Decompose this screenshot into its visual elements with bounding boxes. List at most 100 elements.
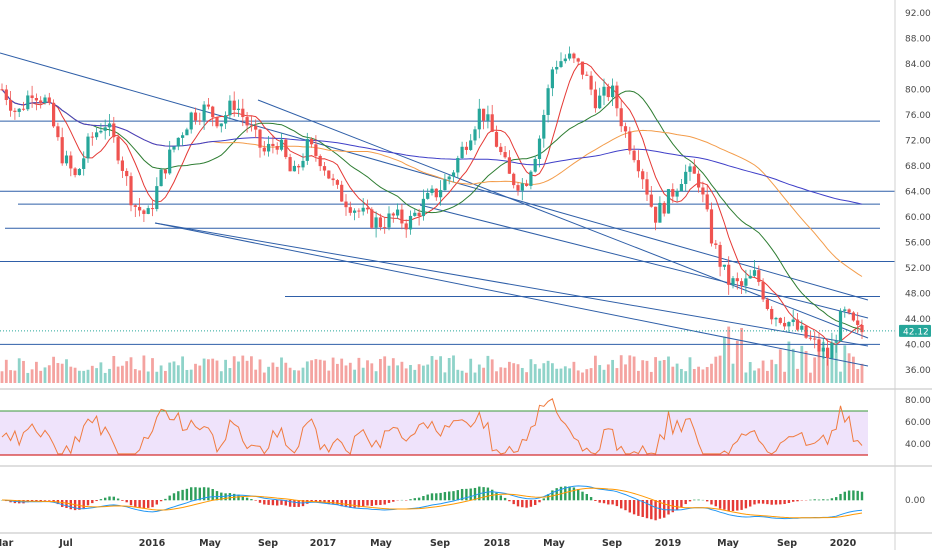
macd-histogram-bar (581, 491, 584, 501)
candle-body (834, 341, 838, 343)
candle-body (56, 126, 60, 138)
macd-histogram-bar (693, 499, 696, 501)
volume-bar (65, 359, 68, 383)
volume-bar (228, 368, 232, 383)
volume-bar (692, 368, 696, 383)
price-tick-label: 36.00 (905, 366, 931, 376)
macd-histogram-bar (534, 500, 537, 506)
candle-body (826, 347, 830, 359)
candle-body (580, 61, 585, 75)
macd-histogram-bar (628, 500, 631, 513)
volume-bar (645, 360, 649, 383)
volume-bar (516, 364, 520, 383)
macd-histogram-bar (486, 487, 490, 501)
signal-line (1, 487, 863, 519)
candle-body (860, 325, 864, 333)
macd-histogram-bar (835, 497, 838, 501)
macd-histogram-bar (847, 490, 851, 501)
volume-bar (198, 365, 202, 383)
trend-line (257, 99, 869, 339)
candle-body (503, 152, 507, 158)
volume-bar (452, 355, 455, 383)
candle-body (322, 166, 327, 171)
candle-body (0, 89, 4, 91)
macd-histogram-bar (731, 500, 735, 512)
candle-body (516, 185, 520, 191)
candle-body (219, 123, 223, 127)
macd-histogram-bar (594, 500, 597, 501)
macd-histogram-bar (779, 500, 782, 505)
candle-body (370, 209, 374, 228)
macd-histogram-bar (555, 488, 558, 501)
candle-body (843, 309, 847, 311)
candle-body (494, 131, 499, 147)
candle-body (267, 143, 271, 152)
volume-bar (555, 368, 559, 383)
candle-body (310, 139, 314, 145)
volume-bar (146, 371, 150, 383)
candle-body (808, 337, 812, 339)
horizontal-levels (0, 120, 895, 345)
candle-body (60, 137, 64, 164)
candle-body (512, 173, 516, 186)
price-tick-label: 76.00 (905, 111, 931, 121)
volume-bar (654, 357, 657, 383)
moving-averages (1, 62, 863, 346)
volume-bar (731, 363, 735, 383)
candle-body (529, 171, 533, 186)
price-tick-label: 60.00 (905, 213, 931, 223)
time-tick-label: Sep (602, 538, 622, 549)
volume-bar (701, 369, 705, 383)
price-tick-label: 40.00 (905, 340, 931, 350)
candle-body (636, 160, 640, 172)
volume-bar (637, 370, 640, 383)
macd-histogram-bar (237, 494, 240, 501)
trend-line (154, 222, 869, 347)
volume-bar (288, 367, 292, 383)
macd-histogram-bar (774, 500, 778, 505)
price-tick-label: 84.00 (905, 60, 931, 70)
macd-histogram-bar (469, 488, 472, 501)
volume-bar (705, 367, 709, 383)
candle-body (378, 217, 382, 228)
volume-bar (125, 361, 129, 383)
volume-bar (744, 372, 748, 383)
macd-line (1, 485, 863, 520)
candle-body (146, 208, 150, 214)
candle-body (142, 210, 146, 214)
macd-histogram-bar (65, 500, 68, 508)
volume-bar (73, 367, 77, 383)
candle-body (469, 140, 473, 150)
candle-body (813, 338, 817, 340)
candle-body (783, 322, 787, 327)
macd-histogram-bar (503, 497, 507, 501)
volume-bar (151, 358, 154, 383)
candle-body (615, 85, 619, 109)
volume-bar (512, 363, 516, 383)
volume-bar (52, 356, 55, 383)
candle-body (181, 135, 185, 138)
macd-histogram-bar (374, 500, 378, 506)
candle-body (460, 146, 464, 159)
candle-body (344, 201, 348, 208)
candle-body (684, 171, 688, 185)
price-tick-label: 44.00 (905, 315, 931, 325)
macd-histogram-bar (632, 500, 636, 515)
candle-body (189, 112, 193, 130)
candle-body (305, 139, 309, 161)
price-tick-label: 64.00 (905, 187, 931, 197)
candle-body (340, 184, 344, 202)
candle-body (408, 215, 413, 230)
macd-histogram-bar (116, 498, 120, 501)
candle-body (284, 139, 288, 158)
candle-body (185, 129, 189, 136)
price-tick-label: 52.00 (905, 264, 931, 274)
volume-bar (284, 362, 288, 383)
macd-histogram-bar (271, 500, 275, 506)
macd-histogram-bar (164, 498, 167, 501)
last-price-label: 42.12 (903, 327, 929, 337)
volume-bar (546, 360, 550, 383)
macd-histogram-bar (439, 492, 442, 501)
candle-body (563, 58, 567, 62)
